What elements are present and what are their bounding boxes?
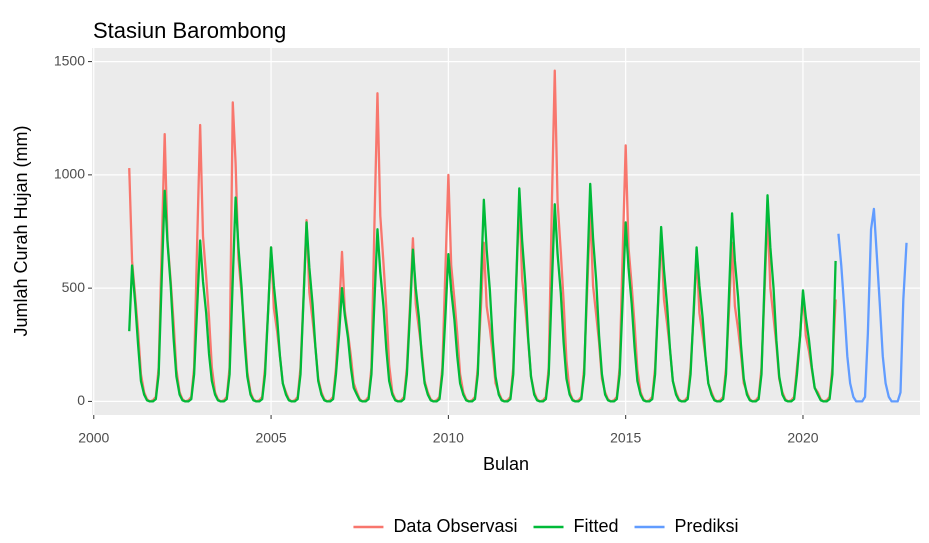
legend-label: Prediksi — [675, 516, 739, 536]
x-tick-label: 2000 — [78, 430, 109, 446]
legend-label: Data Observasi — [393, 516, 517, 536]
y-tick-label: 0 — [77, 392, 85, 408]
axes: 0 500 1000 1500 2000 2005 2010 2015 2020 — [54, 52, 819, 445]
x-tick-label: 2020 — [787, 430, 818, 446]
legend: Data Observasi Fitted Prediksi — [353, 516, 739, 536]
x-tick-label: 2005 — [255, 430, 286, 446]
chart-title: Stasiun Barombong — [93, 18, 286, 43]
y-axis-title: Jumlah Curah Hujan (mm) — [11, 125, 31, 336]
y-tick-label: 1000 — [54, 166, 85, 182]
x-tick-label: 2015 — [610, 430, 641, 446]
x-tick-label: 2010 — [433, 430, 464, 446]
series-line — [837, 207, 908, 403]
y-tick-label: 1500 — [54, 52, 85, 68]
plot-panel — [92, 48, 920, 415]
x-axis-title: Bulan — [483, 454, 529, 474]
legend-label: Fitted — [574, 516, 619, 536]
y-tick-label: 500 — [62, 279, 86, 295]
series-line — [128, 182, 837, 403]
data-layer — [128, 69, 908, 403]
